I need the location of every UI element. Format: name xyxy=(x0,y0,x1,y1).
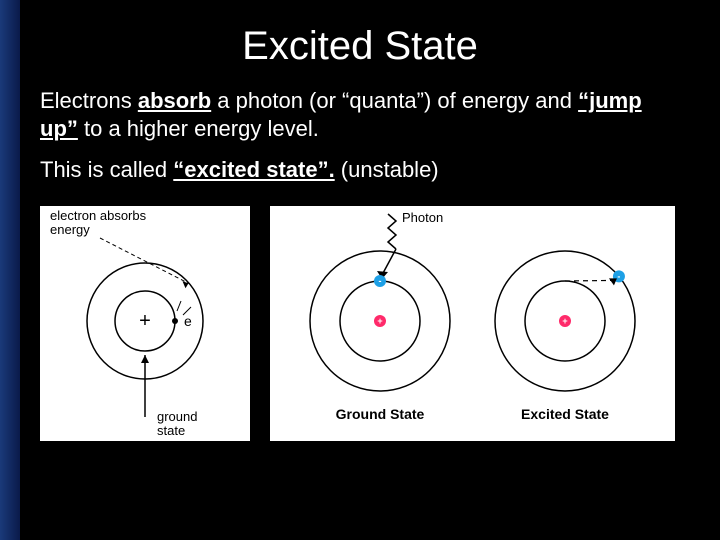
left-diagram-panel: + e electron absorbsenergy groundstate xyxy=(40,206,250,441)
svg-text:e: e xyxy=(184,313,192,329)
left-accent-bar xyxy=(0,0,20,540)
svg-text:-: - xyxy=(617,271,620,281)
svg-text:ground: ground xyxy=(157,409,197,424)
svg-text:+: + xyxy=(562,316,567,326)
p1-pre: Electrons xyxy=(40,88,138,113)
svg-text:+: + xyxy=(139,310,151,332)
p2-post: (unstable) xyxy=(335,157,439,182)
svg-text:-: - xyxy=(379,276,382,286)
svg-text:state: state xyxy=(157,423,185,438)
p2-excited: “excited state”. xyxy=(173,157,334,182)
svg-text:electron absorbs: electron absorbs xyxy=(50,208,147,223)
svg-text:+: + xyxy=(377,316,382,326)
paragraph-2: This is called “excited state”. (unstabl… xyxy=(0,156,720,198)
left-diagram-svg: + e electron absorbsenergy groundstate xyxy=(40,206,250,441)
svg-text:Ground State: Ground State xyxy=(336,406,425,422)
p1-post: to a higher energy level. xyxy=(78,116,319,141)
right-diagram-svg: Photon + - + - Ground State Excited State xyxy=(270,206,675,441)
p2-pre: This is called xyxy=(40,157,173,182)
p1-mid: a photon (or “quanta”) of energy and xyxy=(211,88,578,113)
diagram-row: + e electron absorbsenergy groundstate Phot… xyxy=(0,198,720,441)
svg-text:energy: energy xyxy=(50,222,90,237)
svg-text:Excited State: Excited State xyxy=(521,406,609,422)
paragraph-1: Electrons absorb a photon (or “quanta”) … xyxy=(0,87,720,156)
svg-text:Photon: Photon xyxy=(402,210,443,225)
right-diagram-panel: Photon + - + - Ground State Excited State xyxy=(270,206,675,441)
slide-title: Excited State xyxy=(0,0,720,87)
p1-absorb: absorb xyxy=(138,88,211,113)
